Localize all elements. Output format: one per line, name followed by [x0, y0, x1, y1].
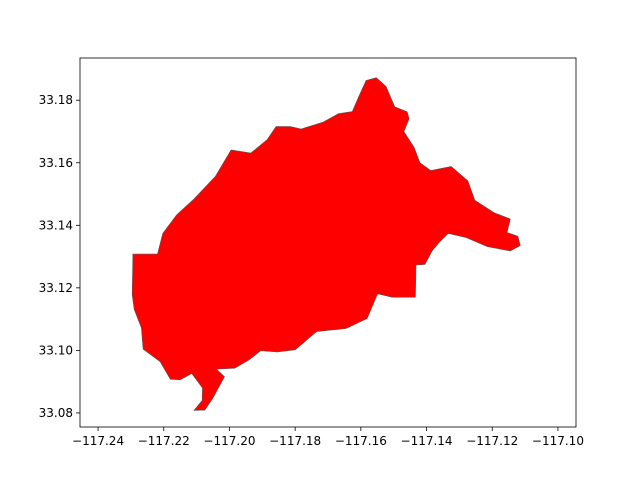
x-tick-label: −117.20 — [203, 434, 255, 448]
x-tick-label: −117.12 — [466, 434, 518, 448]
x-tick-label: −117.16 — [335, 434, 387, 448]
x-tick-label: −117.22 — [138, 434, 190, 448]
y-tick-label: 33.12 — [39, 281, 73, 295]
y-tick-label: 33.14 — [39, 218, 73, 232]
shape-layer — [131, 77, 521, 411]
x-axis-ticks: −117.24 −117.22 −117.20 −117.18 −117.16 −117.… — [72, 427, 584, 448]
y-tick-label: 33.16 — [39, 156, 73, 170]
axes-frame — [79, 57, 577, 428]
y-tick-label: 33.10 — [39, 343, 73, 357]
x-tick-label: −117.24 — [72, 434, 124, 448]
region-polygon — [131, 77, 521, 411]
y-tick-label: 33.08 — [39, 406, 73, 420]
x-tick-label: −117.18 — [269, 434, 321, 448]
x-tick-label: −117.10 — [532, 434, 584, 448]
x-tick-label: −117.14 — [401, 434, 453, 448]
y-tick-label: 33.18 — [39, 93, 73, 107]
y-axis-ticks: 33.08 33.10 33.12 33.14 33.16 33.18 — [39, 93, 80, 420]
